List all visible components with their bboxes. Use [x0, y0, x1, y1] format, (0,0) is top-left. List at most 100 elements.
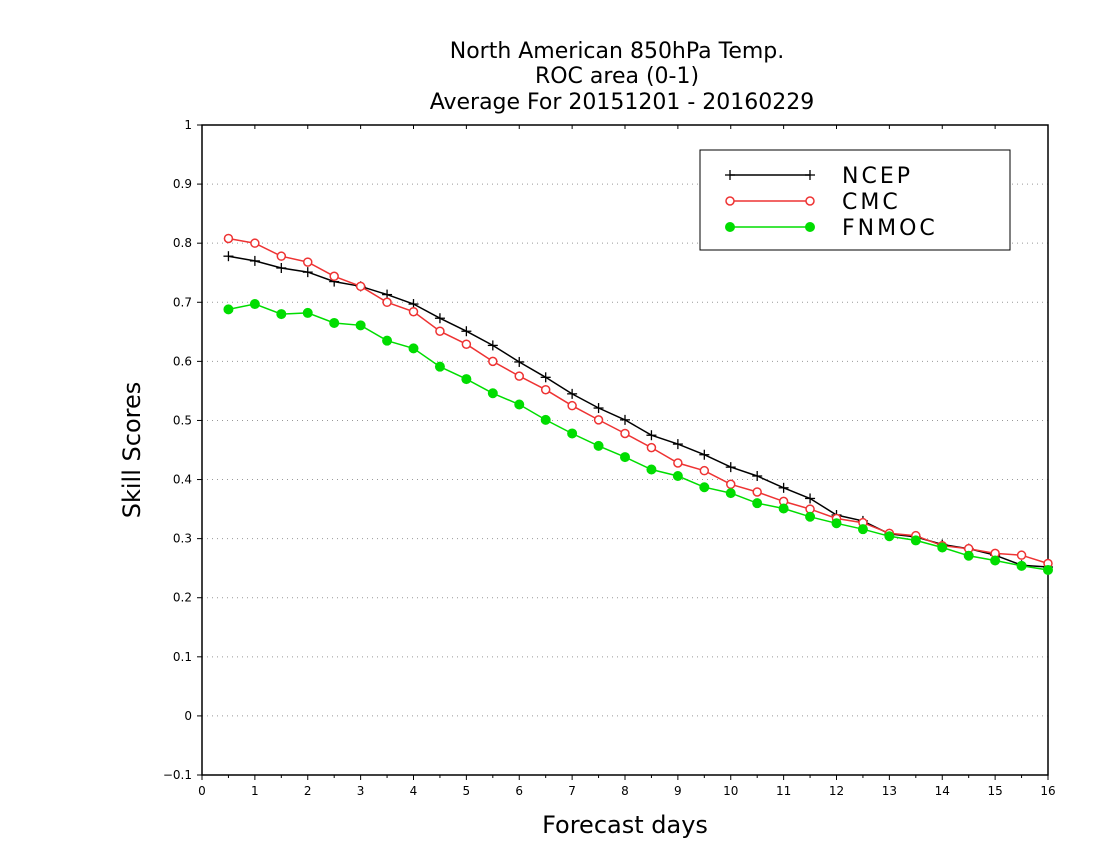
data-point — [831, 518, 842, 529]
x-tick-label: 15 — [987, 784, 1002, 798]
x-tick-label: 6 — [515, 784, 523, 798]
data-point — [540, 384, 551, 395]
data-point — [540, 414, 551, 425]
data-point — [778, 503, 789, 514]
data-point — [672, 471, 683, 481]
data-point — [672, 439, 683, 450]
data-point — [461, 339, 472, 349]
y-tick-label: 0.6 — [173, 354, 192, 368]
data-point — [725, 170, 735, 180]
data-point — [567, 400, 577, 411]
series-ncep — [223, 251, 1053, 572]
data-point — [593, 415, 604, 425]
legend-label: CMC — [842, 190, 901, 215]
data-point — [805, 222, 815, 232]
y-tick-label: −0.1 — [163, 768, 192, 782]
data-point — [725, 196, 735, 206]
data-point — [805, 511, 816, 522]
data-point — [461, 374, 472, 385]
data-point — [567, 428, 578, 439]
data-point — [884, 531, 895, 542]
data-point — [487, 388, 498, 399]
data-point — [434, 313, 445, 324]
y-axis-label: Skill Scores — [118, 382, 146, 519]
data-point — [752, 498, 763, 509]
data-point — [276, 309, 287, 320]
data-point — [302, 307, 313, 318]
data-point — [699, 482, 710, 493]
y-tick-label: 0.2 — [173, 591, 192, 605]
legend-item-ncep: NCEP — [725, 164, 910, 189]
data-point — [910, 535, 921, 546]
data-point — [355, 281, 366, 292]
x-tick-label: 12 — [829, 784, 844, 798]
data-point — [223, 304, 234, 315]
data-point — [726, 479, 736, 490]
y-tick-label: 0 — [184, 709, 192, 723]
x-tick-label: 9 — [674, 784, 682, 798]
title-line-3: Average For 20151201 - 20160229 — [430, 90, 815, 115]
legend-label: FNMOC — [842, 216, 938, 241]
data-point — [725, 462, 736, 473]
data-point — [567, 388, 578, 399]
data-point — [223, 251, 234, 262]
x-tick-label: 5 — [463, 784, 471, 798]
data-point — [752, 471, 763, 481]
data-point — [223, 233, 234, 244]
data-point — [1016, 560, 1027, 571]
data-point — [805, 170, 815, 180]
data-point — [461, 326, 472, 337]
grid — [202, 183, 1048, 717]
data-point — [1043, 564, 1053, 575]
data-point — [805, 493, 816, 504]
x-tick-label: 2 — [304, 784, 312, 798]
data-point — [514, 399, 525, 410]
data-point — [408, 306, 419, 317]
data-point — [250, 238, 260, 248]
series-line — [228, 237, 1049, 565]
y-tick-label: 0.4 — [173, 473, 192, 487]
x-tick-label: 7 — [568, 784, 576, 798]
x-tick-label: 0 — [198, 784, 206, 798]
data-point — [355, 320, 366, 331]
y-tick-label: 0.7 — [173, 295, 192, 309]
y-tick-label: 1 — [184, 118, 192, 132]
data-point — [514, 371, 524, 381]
x-tick-label: 11 — [776, 784, 791, 798]
series-line — [228, 255, 1049, 568]
x-axis-label: Forecast days — [542, 811, 708, 839]
data-point — [699, 465, 710, 476]
data-point — [699, 449, 710, 460]
data-point — [329, 271, 339, 282]
data-point — [249, 255, 260, 266]
data-point — [408, 343, 419, 354]
legend-item-cmc: CMC — [725, 190, 901, 215]
data-point — [249, 299, 260, 310]
series-fnmoc — [223, 299, 1053, 575]
data-point — [276, 263, 287, 273]
data-point — [990, 555, 1001, 566]
y-tick-label: 0.9 — [173, 177, 192, 191]
data-point — [329, 317, 340, 328]
data-point — [514, 356, 525, 367]
x-tick-label: 13 — [882, 784, 897, 798]
data-point — [382, 335, 393, 346]
data-point — [276, 251, 287, 261]
x-tick-label: 8 — [621, 784, 629, 798]
data-point — [435, 326, 445, 336]
data-point — [778, 482, 789, 493]
data-point — [620, 452, 630, 463]
y-tick-label: 0.1 — [173, 650, 192, 664]
axis-ticks: −0.100.10.20.30.40.50.60.70.80.910 1 2 3 4 5 6… — [163, 118, 1056, 798]
chart-title: North American 850hPa Temp. ROC area (0-… — [430, 39, 815, 115]
data-point — [488, 356, 498, 367]
data-point — [963, 550, 974, 561]
y-tick-label: 0.3 — [173, 532, 192, 546]
data-point — [487, 340, 498, 351]
legend-item-fnmoc: FNMOC — [725, 216, 938, 241]
data-point — [646, 430, 657, 441]
title-line-2: ROC area (0-1) — [535, 64, 699, 89]
data-point — [540, 372, 551, 383]
